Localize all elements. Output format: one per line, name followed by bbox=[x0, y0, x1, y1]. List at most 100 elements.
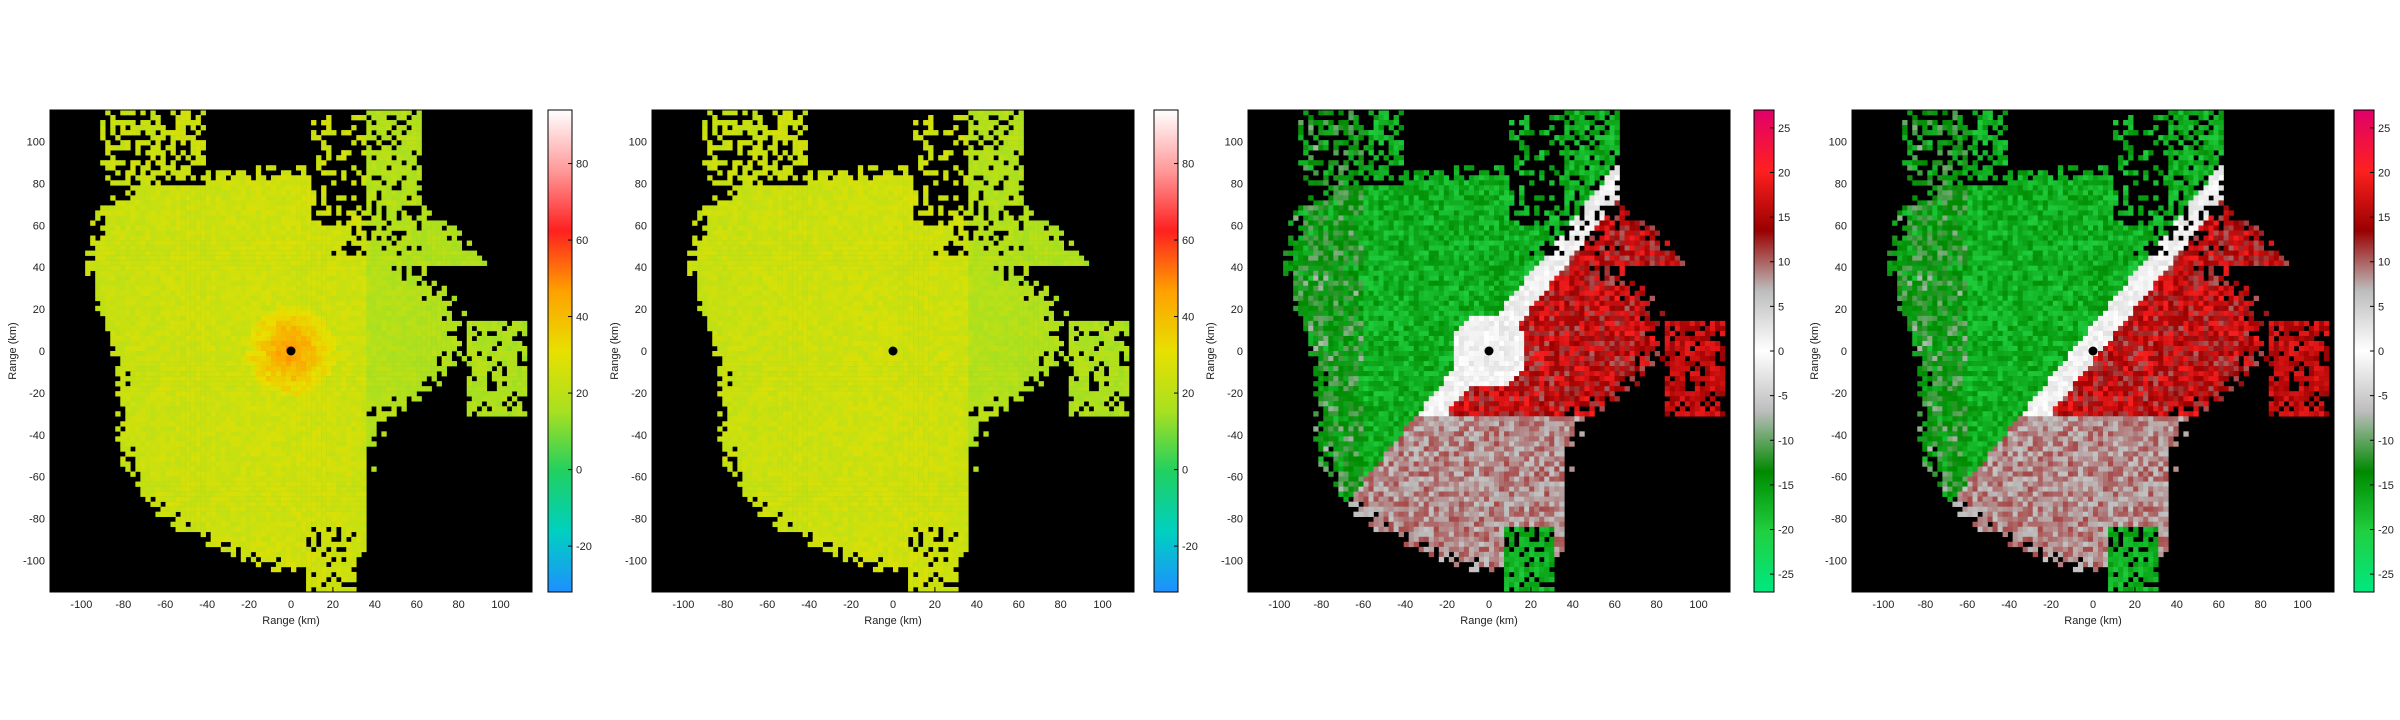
field-cell bbox=[306, 320, 312, 327]
field-cell bbox=[145, 265, 151, 271]
field-cell bbox=[240, 175, 247, 181]
field-cell bbox=[296, 330, 302, 337]
field-cell bbox=[270, 431, 277, 437]
field-cell bbox=[105, 175, 111, 181]
field-cell bbox=[185, 330, 191, 337]
field-cell bbox=[321, 546, 327, 553]
field-cell bbox=[356, 411, 362, 417]
field-cell bbox=[260, 290, 267, 297]
field-cell bbox=[311, 195, 317, 201]
field-cell bbox=[336, 381, 342, 387]
field-cell bbox=[411, 356, 417, 362]
field-cell bbox=[356, 506, 362, 512]
field-cell bbox=[135, 260, 141, 266]
field-cell bbox=[301, 406, 307, 412]
field-cell bbox=[301, 386, 307, 392]
field-cell bbox=[406, 120, 412, 126]
field-cell bbox=[702, 160, 708, 166]
field-cell bbox=[230, 255, 237, 261]
field-cell bbox=[175, 496, 181, 502]
field-cell bbox=[170, 215, 176, 221]
colorbar-gradient bbox=[547, 109, 573, 593]
field-cell bbox=[301, 200, 307, 206]
field-cell bbox=[220, 290, 227, 297]
field-cell bbox=[351, 506, 357, 512]
field-cell bbox=[195, 461, 201, 467]
field-cell bbox=[331, 245, 337, 251]
field-cell bbox=[255, 175, 262, 181]
field-cell bbox=[190, 416, 196, 422]
field-cell bbox=[235, 476, 242, 482]
field-cell bbox=[175, 225, 181, 231]
field-cell bbox=[381, 160, 387, 166]
field-cell bbox=[150, 135, 156, 141]
field-cell bbox=[160, 421, 166, 427]
field-cell bbox=[341, 130, 347, 136]
field-cell bbox=[311, 200, 317, 206]
field-cell bbox=[195, 496, 201, 502]
field-cell bbox=[155, 366, 161, 372]
field-cell bbox=[225, 436, 232, 442]
field-cell bbox=[301, 310, 307, 317]
field-cell bbox=[230, 245, 237, 251]
field-cell bbox=[255, 240, 262, 246]
field-cell bbox=[361, 421, 367, 427]
field-cell bbox=[396, 396, 402, 402]
field-cell bbox=[220, 366, 227, 372]
field-cell bbox=[351, 426, 357, 432]
field-cell bbox=[140, 125, 146, 131]
field-cell bbox=[326, 426, 332, 432]
field-cell bbox=[255, 511, 262, 517]
field-cell bbox=[180, 526, 186, 533]
field-cell bbox=[351, 255, 357, 261]
field-cell bbox=[280, 210, 287, 216]
field-cell bbox=[371, 240, 377, 246]
field-cell bbox=[165, 486, 171, 492]
field-cell bbox=[140, 295, 146, 302]
field-cell bbox=[476, 340, 483, 347]
field-cell bbox=[311, 461, 317, 467]
field-cell bbox=[311, 361, 317, 367]
field-cell bbox=[110, 260, 116, 266]
field-cell bbox=[717, 351, 723, 357]
field-cell bbox=[451, 245, 457, 251]
field-cell bbox=[135, 466, 141, 472]
field-cell bbox=[215, 406, 222, 412]
field-cell bbox=[326, 386, 332, 392]
field-cell bbox=[190, 521, 196, 528]
field-cell bbox=[386, 335, 392, 342]
field-cell bbox=[250, 250, 257, 256]
field-cell bbox=[230, 551, 237, 558]
field-cell bbox=[331, 391, 337, 397]
field-cell bbox=[401, 115, 407, 121]
field-cell bbox=[296, 280, 302, 287]
field-cell bbox=[205, 170, 211, 176]
field-cell bbox=[431, 220, 437, 226]
field-cell bbox=[205, 541, 211, 548]
field-cell bbox=[95, 245, 101, 251]
field-cell bbox=[250, 265, 257, 271]
field-cell bbox=[125, 245, 131, 251]
field-cell bbox=[250, 481, 257, 487]
field-cell bbox=[697, 290, 703, 297]
field-cell bbox=[396, 175, 402, 181]
field-cell bbox=[366, 255, 372, 261]
field-cell bbox=[391, 165, 397, 171]
field-cell bbox=[130, 335, 136, 342]
field-cell bbox=[361, 150, 367, 156]
field-cell bbox=[165, 451, 171, 457]
field-cell bbox=[291, 325, 297, 332]
field-cell bbox=[125, 376, 131, 382]
field-cell bbox=[717, 366, 723, 372]
field-cell bbox=[170, 140, 176, 146]
field-cell bbox=[195, 386, 201, 392]
field-cell bbox=[386, 225, 392, 231]
field-cell bbox=[321, 265, 327, 271]
field-cell bbox=[190, 150, 196, 156]
field-cell bbox=[376, 210, 382, 216]
field-cell bbox=[220, 431, 227, 437]
field-cell bbox=[301, 381, 307, 387]
field-cell bbox=[270, 180, 277, 186]
field-cell bbox=[331, 170, 337, 176]
field-cell bbox=[95, 265, 101, 271]
